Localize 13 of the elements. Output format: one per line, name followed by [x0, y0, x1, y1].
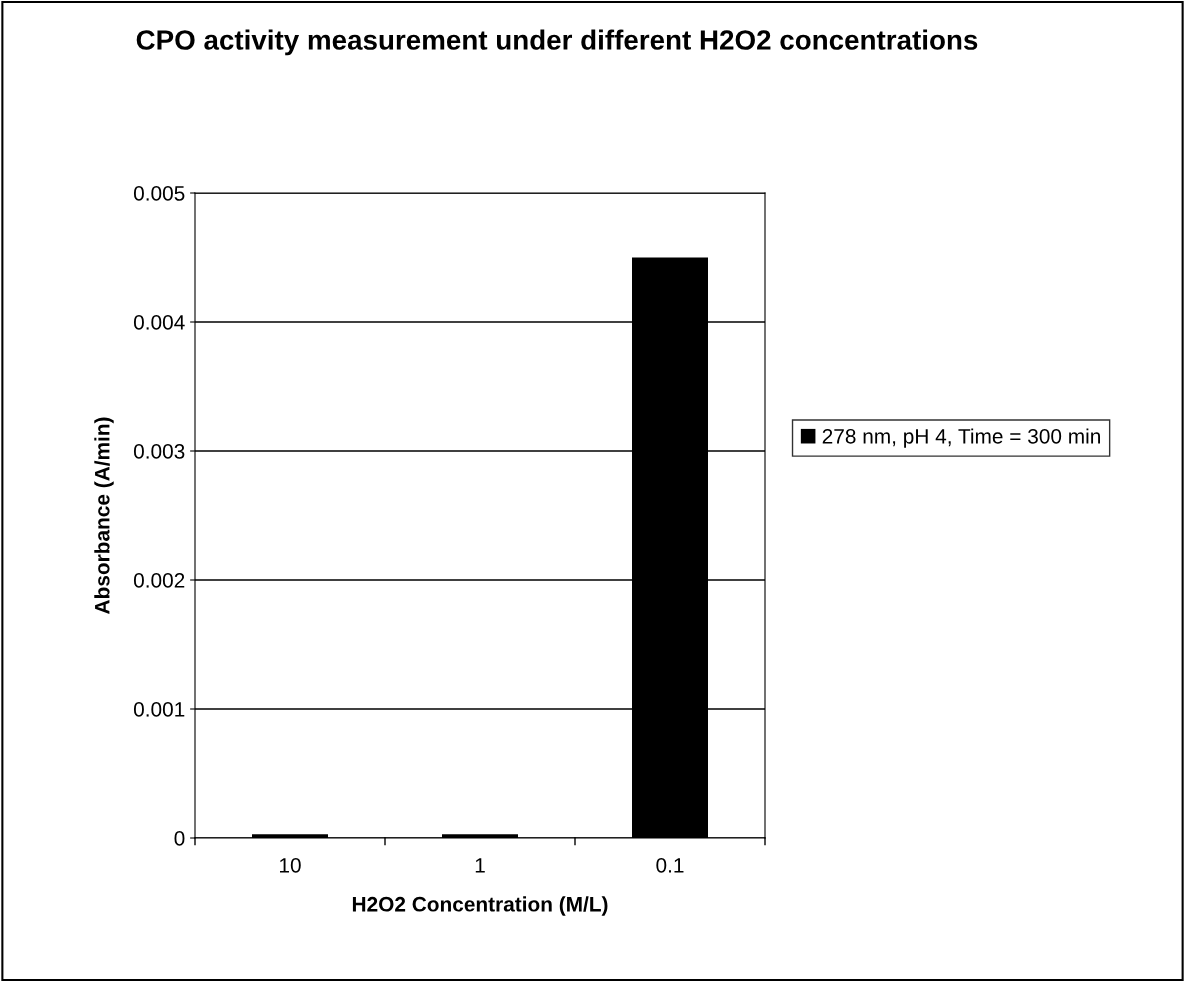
- chart-title: CPO activity measurement under different H2O2 concentrations: [136, 29, 978, 56]
- x-axis-title: H2O2 Concentration (M/L): [352, 896, 608, 916]
- x-tick-label: 0.1: [656, 857, 684, 873]
- x-tick-label: 1: [475, 858, 485, 873]
- y-tick-label: 0.004: [133, 315, 185, 330]
- y-tick-label: 0.005: [133, 186, 185, 201]
- y-tick-label: 0: [174, 831, 185, 846]
- y-tick-label: 0.001: [133, 702, 185, 717]
- y-tick-label: 0.003: [133, 444, 185, 459]
- y-tick-label: 0.002: [133, 573, 185, 588]
- x-tick-label: 10: [280, 857, 301, 873]
- y-axis-title: Absorbance (A/min): [94, 417, 114, 614]
- legend-label: 278 nm, pH 4, Time = 300 min: [822, 428, 1100, 448]
